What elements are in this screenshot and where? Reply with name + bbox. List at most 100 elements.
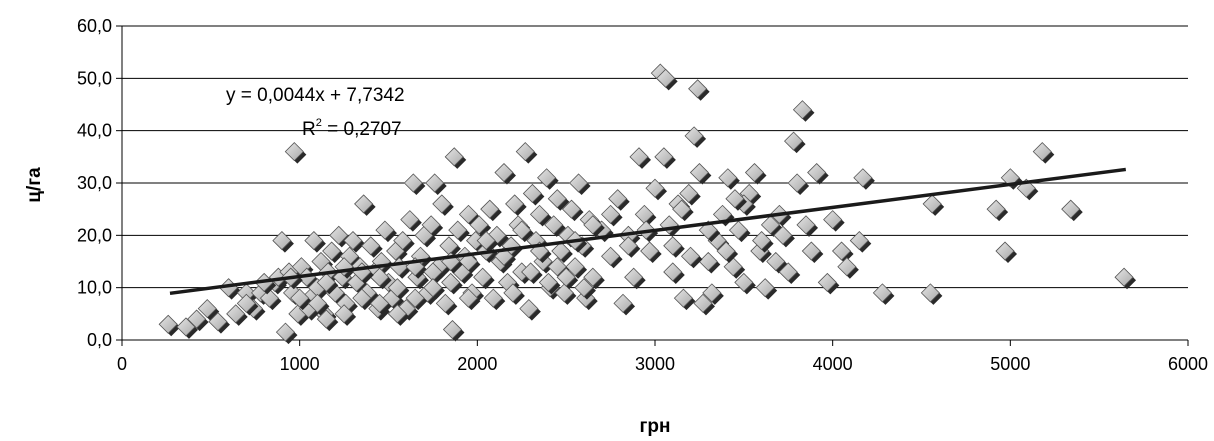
data-point [537, 168, 559, 190]
data-point-marker [544, 215, 564, 235]
data-point [583, 215, 605, 237]
data-point [473, 267, 495, 290]
data-point [1032, 142, 1055, 164]
data-point-marker [689, 162, 709, 183]
data-point-marker [801, 241, 821, 261]
r-squared-prefix: R [302, 119, 316, 140]
data-point-marker [521, 262, 541, 282]
data-point [755, 278, 778, 300]
data-point-marker [654, 147, 674, 167]
data-point-marker [672, 199, 692, 219]
data-point-marker [442, 319, 463, 340]
data-point [393, 231, 415, 253]
data-point-marker [480, 199, 500, 219]
data-point [387, 278, 410, 300]
data-point [601, 204, 623, 227]
data-point-marker [922, 194, 942, 214]
data-point [1061, 199, 1083, 222]
data-point-marker [522, 183, 542, 204]
data-point [1016, 178, 1039, 201]
data-point [629, 147, 652, 169]
data-point-marker [387, 304, 407, 324]
data-point [316, 272, 339, 295]
data-point [556, 267, 579, 290]
data-point [405, 288, 428, 311]
data-point [187, 309, 209, 332]
y-tick-label: 40,0 [77, 121, 112, 141]
data-point-marker [187, 309, 207, 329]
data-point-marker [608, 189, 628, 209]
data-point [734, 272, 756, 295]
data-point [403, 173, 426, 195]
data-point-marker [226, 304, 246, 324]
data-point [831, 241, 854, 264]
data-point-marker [624, 267, 644, 287]
data-point [290, 288, 312, 311]
data-point-marker [448, 220, 468, 240]
data-point [476, 231, 499, 253]
data-point [352, 288, 374, 311]
data-point [583, 267, 605, 290]
data-point-marker [158, 314, 178, 334]
data-point [432, 194, 454, 216]
data-point [343, 231, 365, 253]
data-point [208, 312, 230, 334]
data-point [995, 241, 1018, 264]
data-point-marker [796, 215, 816, 235]
data-point-marker [405, 288, 425, 308]
data-point-marker [673, 288, 693, 308]
data-point-marker [370, 293, 390, 313]
data-point [872, 283, 895, 305]
data-point [259, 288, 282, 311]
data-point [688, 79, 710, 101]
data-point-marker [698, 251, 718, 272]
data-point [441, 272, 463, 295]
x-tick-label: 3000 [635, 354, 675, 374]
data-point-marker [551, 241, 571, 261]
data-point-marker [561, 199, 582, 219]
data-point [849, 231, 872, 253]
data-point [226, 304, 248, 326]
data-point [920, 283, 943, 305]
data-point-marker [645, 178, 665, 198]
data-point-marker [556, 267, 576, 287]
y-axis-title: ц/га [24, 167, 45, 203]
data-point-marker [322, 241, 342, 261]
data-point [423, 262, 445, 284]
data-point-marker [473, 267, 493, 287]
data-point [684, 126, 707, 148]
data-point [219, 278, 241, 300]
data-point-marker [403, 173, 423, 193]
data-point-marker [693, 293, 713, 313]
data-point-marker [773, 225, 793, 245]
data-point-marker [316, 309, 336, 329]
data-point [334, 304, 357, 326]
data-points [158, 63, 1137, 345]
x-tick-label: 1000 [280, 354, 320, 374]
data-point [613, 293, 636, 316]
data-point [547, 189, 570, 211]
data-point-marker [684, 126, 704, 146]
data-point [284, 142, 307, 164]
trendline [169, 167, 1127, 296]
r-squared-superscript: 2 [316, 117, 322, 129]
data-point [529, 204, 552, 227]
data-point [387, 304, 410, 326]
data-point [784, 131, 806, 154]
data-point-marker [361, 236, 381, 256]
data-point [423, 278, 445, 300]
y-tick-label: 50,0 [77, 68, 112, 88]
data-point [663, 262, 685, 284]
data-point [672, 199, 694, 222]
data-point-marker [663, 262, 683, 282]
data-point [723, 257, 746, 279]
data-point-marker [458, 288, 479, 308]
data-point-marker [469, 215, 489, 235]
data-point [698, 220, 721, 243]
data-point [698, 251, 721, 274]
data-point-marker [565, 257, 585, 277]
data-point-marker [441, 272, 461, 292]
data-point-marker [307, 293, 327, 313]
